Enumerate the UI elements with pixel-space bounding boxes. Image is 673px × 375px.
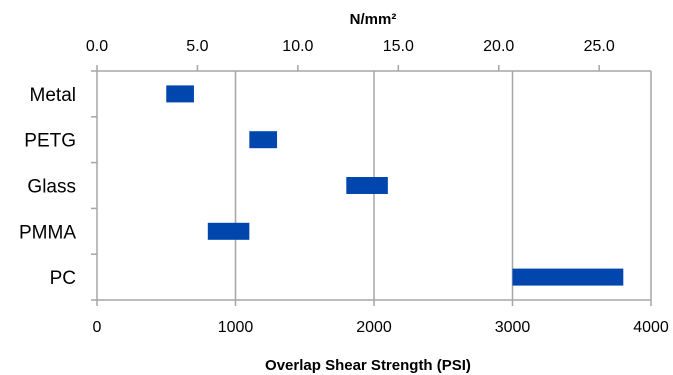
bar-metal bbox=[166, 85, 194, 103]
axis-layer bbox=[91, 65, 652, 306]
top-axis-title: N/mm² bbox=[350, 11, 397, 28]
x-tick-label-3000: 3000 bbox=[495, 319, 531, 336]
category-label-petg: PETG bbox=[24, 131, 76, 152]
bottom-axis-title: Overlap Shear Strength (PSI) bbox=[265, 357, 471, 374]
x2-tick-label-15.0: 15.0 bbox=[383, 38, 414, 55]
label-layer: N/mm² Overlap Shear Strength (PSI) 0 1000… bbox=[19, 11, 669, 374]
x2-tick-label-10.0: 10.0 bbox=[282, 38, 313, 55]
x2-tick-label-5.0: 5.0 bbox=[186, 38, 208, 55]
x2-tick-label-25.0: 25.0 bbox=[584, 38, 615, 55]
x-tick-label-0: 0 bbox=[93, 319, 102, 336]
x-tick-label-1000: 1000 bbox=[218, 319, 254, 336]
x2-tick-label-0.0: 0.0 bbox=[86, 38, 108, 55]
bars-layer bbox=[166, 85, 624, 286]
bar-pc bbox=[512, 268, 624, 286]
x2-tick-label-20.0: 20.0 bbox=[483, 38, 514, 55]
category-label-metal: Metal bbox=[30, 85, 76, 106]
bar-petg bbox=[249, 131, 278, 149]
grid-layer bbox=[234, 71, 652, 300]
x-tick-label-2000: 2000 bbox=[356, 319, 392, 336]
bar-glass bbox=[346, 177, 388, 194]
x-tick-label-4000: 4000 bbox=[633, 319, 669, 336]
category-label-pc: PC bbox=[50, 268, 76, 289]
category-label-pmma: PMMA bbox=[19, 222, 76, 243]
category-label-glass: Glass bbox=[27, 177, 76, 198]
bar-pmma bbox=[207, 222, 250, 240]
